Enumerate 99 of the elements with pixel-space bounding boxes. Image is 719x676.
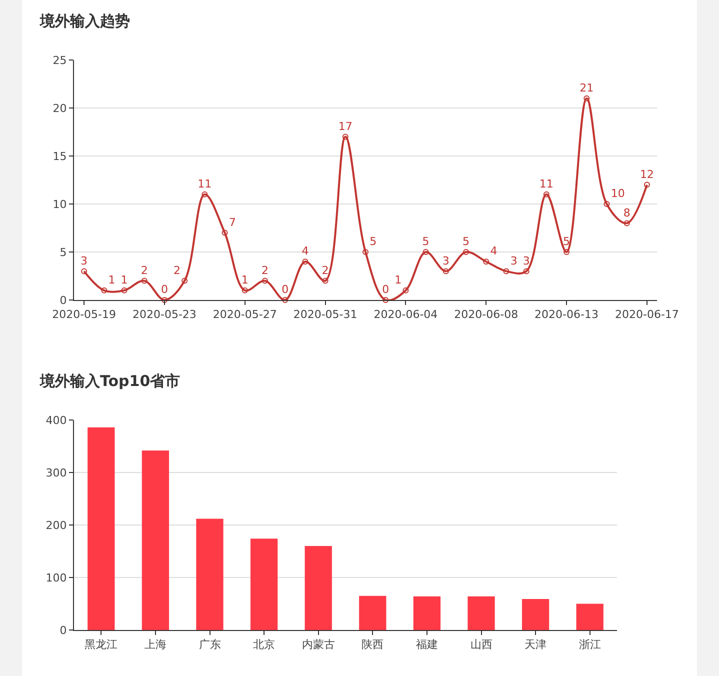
point bbox=[442, 268, 449, 274]
data-label: 2 bbox=[322, 264, 329, 277]
x-tick-label: 上海 bbox=[144, 638, 166, 652]
data-label: 4 bbox=[490, 244, 498, 258]
y-tick-label: 10 bbox=[52, 198, 67, 211]
x-tick-label: 2020-05-27 bbox=[212, 308, 277, 322]
x-tick-label: 内蒙古 bbox=[302, 638, 335, 652]
bar bbox=[468, 596, 495, 630]
x-tick-label: 2020-05-31 bbox=[293, 308, 358, 322]
point bbox=[624, 220, 630, 226]
x-tick-label: 2020-06-17 bbox=[614, 308, 679, 322]
point bbox=[222, 230, 228, 236]
bar bbox=[196, 518, 224, 630]
data-label: 5 bbox=[563, 235, 570, 248]
point bbox=[382, 297, 389, 303]
data-label: 8 bbox=[623, 206, 630, 220]
bar bbox=[413, 596, 441, 630]
point bbox=[322, 278, 328, 284]
point bbox=[604, 201, 610, 207]
data-label: 1 bbox=[241, 274, 248, 287]
bar bbox=[576, 604, 604, 630]
x-tick-label: 陕西 bbox=[362, 638, 384, 652]
data-label: 2 bbox=[173, 264, 180, 277]
point bbox=[81, 268, 88, 274]
point bbox=[362, 249, 368, 255]
x-tick-label: 黑龙江 bbox=[84, 638, 118, 652]
y-tick-label: 400 bbox=[46, 414, 67, 427]
y-tick-label: 300 bbox=[46, 466, 67, 480]
point bbox=[584, 95, 590, 102]
x-tick-label: 2020-05-23 bbox=[132, 308, 196, 322]
data-label: 3 bbox=[80, 254, 88, 268]
x-tick-label: 2020-06-08 bbox=[454, 308, 518, 322]
point bbox=[523, 268, 530, 274]
point bbox=[564, 249, 570, 255]
chart-title: 境外输入Top10省市 bbox=[40, 372, 180, 391]
bar bbox=[142, 450, 170, 630]
point bbox=[342, 134, 348, 140]
point bbox=[302, 258, 308, 265]
point bbox=[242, 287, 248, 294]
data-label: 10 bbox=[610, 187, 625, 200]
x-tick-label: 山西 bbox=[470, 638, 492, 652]
data-label: 3 bbox=[510, 254, 518, 268]
point bbox=[262, 278, 268, 284]
data-label: 3 bbox=[442, 254, 450, 268]
y-tick-label: 5 bbox=[60, 246, 67, 259]
chart-title: 境外输入趋势 bbox=[40, 12, 130, 31]
bar bbox=[522, 599, 550, 630]
y-tick-label: 15 bbox=[52, 150, 67, 163]
x-tick-label: 2020-06-04 bbox=[374, 308, 438, 322]
data-label: 11 bbox=[539, 178, 554, 191]
data-label: 0 bbox=[282, 283, 289, 296]
y-tick-label: 200 bbox=[46, 518, 67, 532]
point bbox=[483, 258, 490, 265]
y-tick-label: 0 bbox=[60, 294, 67, 307]
data-label: 7 bbox=[228, 216, 236, 229]
data-label: 5 bbox=[370, 235, 377, 248]
point bbox=[282, 297, 288, 303]
x-tick-label: 浙江 bbox=[578, 638, 601, 652]
point bbox=[422, 249, 429, 255]
data-label: 1 bbox=[394, 274, 402, 287]
x-tick-label: 广东 bbox=[198, 638, 221, 652]
bar bbox=[250, 538, 278, 630]
y-tick-label: 0 bbox=[60, 624, 67, 637]
x-tick-label: 2020-05-19 bbox=[52, 308, 116, 322]
data-label: 21 bbox=[580, 82, 594, 95]
point bbox=[101, 287, 108, 294]
data-label: 5 bbox=[422, 235, 430, 248]
data-label: 2 bbox=[261, 264, 268, 277]
bar bbox=[88, 427, 115, 630]
x-tick-label: 天津 bbox=[524, 638, 547, 652]
data-label: 11 bbox=[198, 178, 212, 191]
point bbox=[402, 287, 409, 294]
point bbox=[503, 268, 510, 274]
x-tick-label: 2020-06-13 bbox=[534, 308, 598, 322]
data-label: 2 bbox=[140, 264, 148, 277]
y-tick-label: 25 bbox=[52, 54, 67, 67]
point bbox=[644, 182, 650, 188]
point bbox=[463, 249, 470, 255]
point bbox=[202, 191, 208, 198]
point bbox=[543, 191, 550, 198]
point bbox=[161, 297, 168, 303]
data-label: 1 bbox=[108, 274, 116, 287]
data-label: 5 bbox=[462, 235, 470, 248]
bar bbox=[304, 546, 332, 630]
x-tick-label: 福建 bbox=[416, 638, 438, 652]
point bbox=[121, 287, 128, 294]
point bbox=[141, 278, 148, 284]
data-label: 4 bbox=[302, 244, 309, 258]
y-tick-label: 20 bbox=[52, 102, 67, 115]
y-tick-label: 100 bbox=[46, 571, 67, 584]
data-label: 0 bbox=[160, 283, 168, 296]
data-label: 17 bbox=[338, 120, 352, 133]
data-label: 1 bbox=[120, 274, 128, 287]
bar bbox=[359, 596, 386, 630]
data-label: 12 bbox=[640, 168, 654, 181]
data-label: 3 bbox=[522, 254, 530, 268]
point bbox=[182, 278, 188, 284]
x-tick-label: 北京 bbox=[253, 638, 276, 652]
data-label: 0 bbox=[382, 283, 390, 296]
